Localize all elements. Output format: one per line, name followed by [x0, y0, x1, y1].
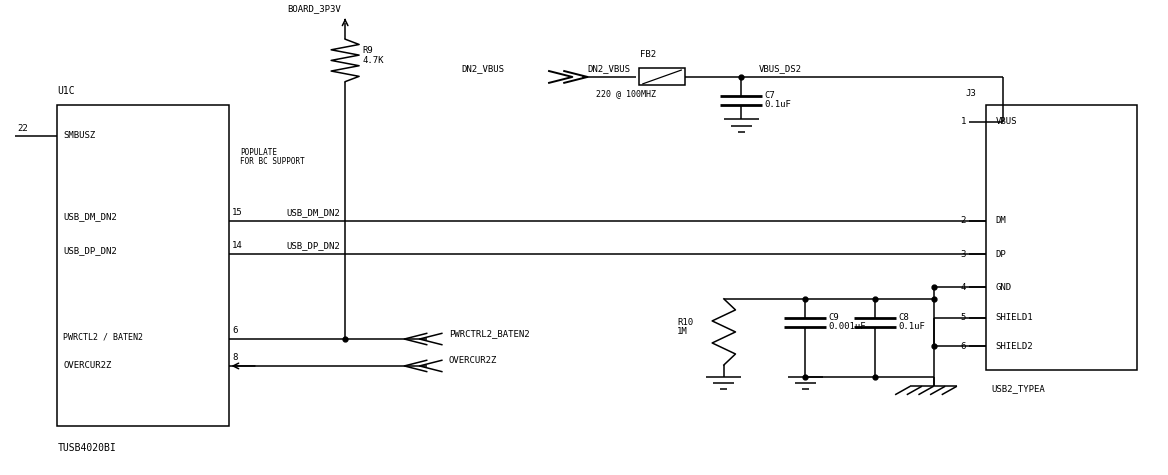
Bar [986, 105, 1138, 370]
Text: 3: 3 [960, 249, 966, 258]
Text: SHIELD1: SHIELD1 [995, 314, 1033, 322]
Text: 1: 1 [960, 117, 966, 126]
Text: VBUS_DS2: VBUS_DS2 [759, 64, 801, 73]
Text: SHIELD2: SHIELD2 [995, 342, 1033, 351]
Text: SMBUSZ: SMBUSZ [63, 132, 96, 141]
Text: TUSB4020BI: TUSB4020BI [57, 443, 116, 453]
Text: FB2: FB2 [640, 50, 656, 59]
Text: BOARD_3P3V: BOARD_3P3V [287, 4, 341, 13]
Bar [639, 68, 686, 86]
Text: 22: 22 [18, 124, 28, 133]
Text: USB_DP_DN2: USB_DP_DN2 [287, 241, 341, 250]
Text: OVERCUR2Z: OVERCUR2Z [63, 361, 111, 370]
Text: OVERCUR2Z: OVERCUR2Z [449, 356, 498, 365]
Text: USB_DM_DN2: USB_DM_DN2 [287, 208, 341, 217]
Text: R10: R10 [677, 318, 694, 327]
Text: PWRCTL2 / BATEN2: PWRCTL2 / BATEN2 [63, 332, 144, 341]
Text: 0.001uF: 0.001uF [829, 322, 867, 331]
Text: VBUS: VBUS [995, 117, 1017, 126]
Text: 8: 8 [232, 353, 237, 362]
Text: C9: C9 [829, 314, 840, 322]
Text: USB2_TYPEA: USB2_TYPEA [992, 384, 1045, 393]
Text: C7: C7 [765, 91, 776, 100]
Bar [57, 105, 229, 427]
Text: 6: 6 [232, 326, 237, 335]
Text: 6: 6 [960, 342, 966, 351]
Text: J3: J3 [965, 89, 975, 98]
Text: 15: 15 [232, 208, 243, 217]
Text: USB_DM_DN2: USB_DM_DN2 [63, 212, 117, 221]
Text: DN2_VBUS: DN2_VBUS [588, 64, 631, 73]
Text: 0.1uF: 0.1uF [765, 100, 792, 109]
Text: FOR BC SUPPORT: FOR BC SUPPORT [241, 157, 305, 166]
Text: PWRCTRL2_BATEN2: PWRCTRL2_BATEN2 [449, 329, 529, 338]
Text: 14: 14 [232, 241, 243, 250]
Text: DN2_VBUS: DN2_VBUS [461, 64, 505, 73]
Text: 0.1uF: 0.1uF [898, 322, 925, 331]
Text: DP: DP [995, 249, 1006, 258]
Text: DM: DM [995, 217, 1006, 226]
Text: USB_DP_DN2: USB_DP_DN2 [63, 246, 117, 255]
Text: POPULATE: POPULATE [241, 148, 277, 157]
Text: 2: 2 [960, 217, 966, 226]
Text: 1M: 1M [677, 327, 688, 336]
Text: U1C: U1C [57, 86, 75, 96]
Text: 5: 5 [960, 314, 966, 322]
Text: C8: C8 [898, 314, 910, 322]
Text: 4: 4 [960, 283, 966, 292]
Text: 4.7K: 4.7K [362, 56, 384, 65]
Text: 220 @ 100MHZ: 220 @ 100MHZ [596, 89, 655, 98]
Text: GND: GND [995, 283, 1011, 292]
Text: R9: R9 [362, 47, 374, 56]
